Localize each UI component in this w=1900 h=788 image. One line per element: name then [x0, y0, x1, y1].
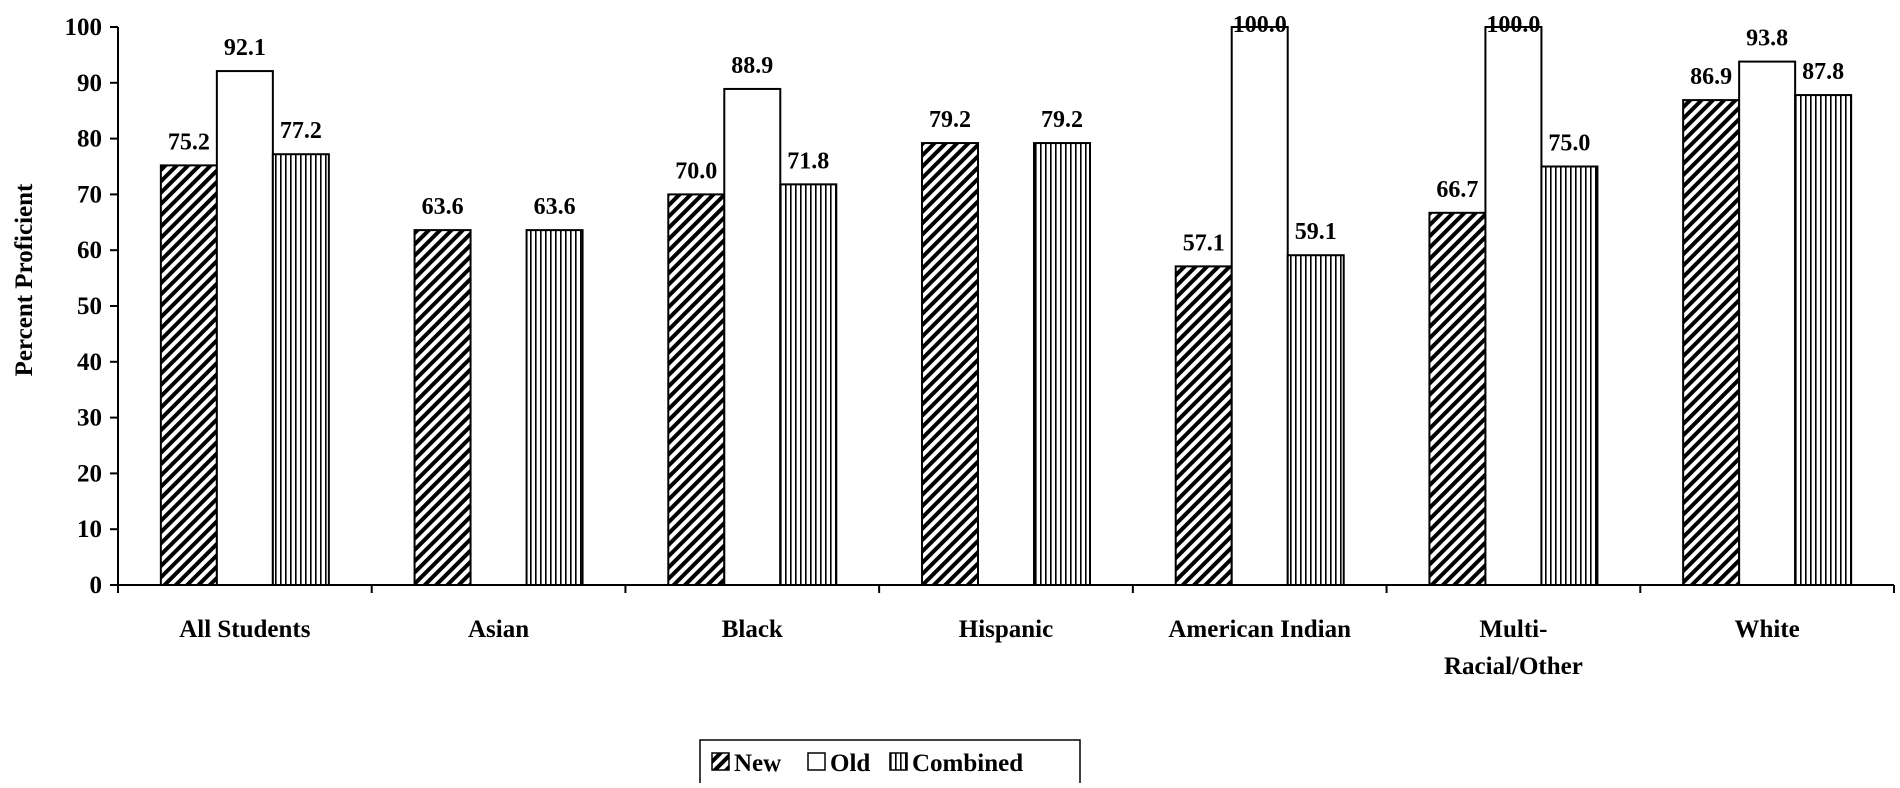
bar-old-5 — [1484, 26, 1543, 586]
y-axis-title: Percent Proficient — [11, 183, 38, 376]
legend-swatch-combined — [889, 752, 908, 771]
data-label: 57.1 — [1183, 230, 1225, 256]
data-labels-layer: 75.2 92.1 77.2 63.6 63.6 70.0 88.9 71.8 79.2 79.2… — [168, 12, 1844, 256]
data-label: 79.2 — [1041, 107, 1083, 133]
bar-combined-3 — [1033, 142, 1091, 586]
data-label: 92.1 — [224, 35, 266, 61]
legend-label-combined: Combined — [912, 750, 1023, 777]
bar-new-5 — [1428, 211, 1487, 586]
data-label: 100.0 — [1486, 12, 1540, 38]
x-tick-label: All Students — [179, 616, 311, 643]
y-tick-label: 10 — [77, 516, 102, 543]
data-label: 88.9 — [731, 53, 773, 79]
data-label: 66.7 — [1436, 177, 1478, 203]
data-label: 63.6 — [422, 194, 464, 220]
x-tick-label: Hispanic — [959, 616, 1053, 643]
legend-swatch-old — [807, 752, 826, 771]
y-tick-label: 60 — [77, 237, 102, 264]
bar-combined-1 — [525, 229, 584, 586]
x-tick-label: American Indian — [1168, 616, 1351, 643]
y-tick-label: 40 — [77, 349, 102, 376]
data-label: 93.8 — [1746, 26, 1788, 52]
data-label: 59.1 — [1295, 219, 1337, 245]
x-tick-label: Black — [722, 616, 783, 643]
x-tick-label: Asian — [468, 616, 529, 643]
y-tick-label: 80 — [77, 126, 102, 153]
bar-combined-4 — [1286, 254, 1345, 587]
bar-combined-0 — [271, 153, 330, 586]
data-label: 75.2 — [168, 129, 210, 155]
bar-combined-5 — [1540, 165, 1599, 586]
y-tick-label: 0 — [90, 572, 103, 599]
bar-combined-6 — [1794, 94, 1853, 587]
data-label: 77.2 — [280, 118, 322, 144]
axes-layer: All Students Asian Black Hispanic American I… — [65, 14, 1895, 680]
bar-new-2 — [667, 193, 726, 586]
y-tick-label: 30 — [77, 405, 102, 432]
y-tick-label: 90 — [77, 70, 102, 97]
bar-new-1 — [413, 229, 472, 586]
data-label: 100.0 — [1233, 12, 1287, 38]
legend-label-old: Old — [830, 750, 870, 777]
data-label: 70.0 — [675, 158, 717, 184]
y-tick-label: 100 — [65, 14, 103, 41]
bar-new-4 — [1174, 265, 1233, 586]
y-tick-label: 50 — [77, 293, 102, 320]
bar-old-4 — [1230, 26, 1289, 586]
y-tick-label: 20 — [77, 460, 102, 487]
bars-layer — [159, 26, 1853, 587]
legend: New Old Combined — [699, 739, 1081, 785]
x-tick-label: White — [1735, 616, 1800, 643]
data-label: 63.6 — [534, 194, 576, 220]
data-label: 75.0 — [1548, 131, 1590, 157]
data-label: 86.9 — [1690, 64, 1732, 90]
bar-new-3 — [921, 142, 979, 586]
x-tick-label: Racial/Other — [1444, 653, 1583, 680]
bar-old-6 — [1738, 60, 1797, 586]
legend-label-new: New — [734, 750, 781, 777]
bar-old-0 — [215, 70, 274, 587]
data-label: 79.2 — [929, 107, 971, 133]
y-tick-label: 70 — [77, 181, 102, 208]
bar-new-0 — [159, 164, 218, 586]
bar-combined-2 — [779, 183, 838, 587]
data-label: 71.8 — [787, 148, 829, 174]
data-label: 87.8 — [1802, 59, 1844, 85]
legend-swatch-new — [711, 752, 730, 771]
bar-new-6 — [1682, 99, 1741, 587]
bar-old-2 — [723, 87, 782, 587]
x-tick-label: Multi- — [1479, 616, 1547, 643]
